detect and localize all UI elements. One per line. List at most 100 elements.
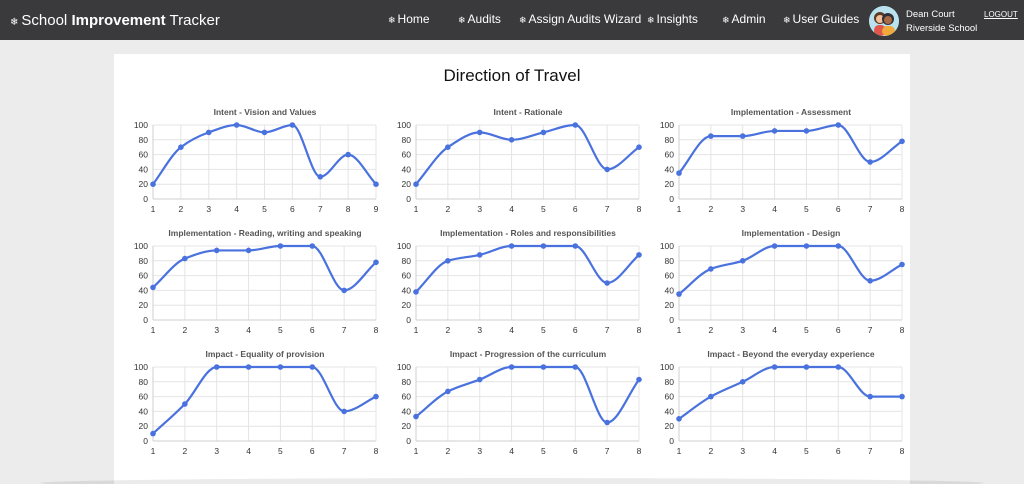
- x-tick-label: 6: [573, 204, 578, 214]
- chart-impact-beyond: Impact - Beyond the everyday experience 0…: [652, 346, 906, 467]
- app-brand[interactable]: ❄ School Improvement Tracker: [10, 12, 220, 29]
- data-point: [604, 166, 610, 173]
- x-tick-label: 3: [740, 446, 745, 456]
- avatar-people-icon: [869, 6, 899, 36]
- y-tick-label: 60: [139, 392, 149, 402]
- x-tick-label: 3: [477, 325, 482, 335]
- nav-admin[interactable]: ❄ Admin: [722, 12, 766, 26]
- data-point: [182, 255, 188, 262]
- data-point: [835, 364, 842, 370]
- y-tick-label: 60: [665, 150, 675, 160]
- data-point: [476, 376, 483, 383]
- data-point: [676, 291, 682, 297]
- data-point: [899, 393, 905, 400]
- y-tick-label: 20: [402, 421, 412, 431]
- series-line: [678, 244, 903, 295]
- x-tick-label: 1: [677, 204, 682, 214]
- x-tick-label: 1: [151, 204, 156, 214]
- y-tick-label: 20: [402, 300, 412, 310]
- data-point: [803, 128, 810, 134]
- data-point: [508, 243, 515, 249]
- data-point: [245, 247, 252, 254]
- x-tick-label: 3: [206, 204, 211, 214]
- data-point: [476, 252, 483, 258]
- x-tick-label: 1: [151, 446, 156, 456]
- data-point: [150, 181, 156, 187]
- y-tick-label: 20: [665, 421, 675, 431]
- snowflake-icon: ❄: [519, 15, 527, 25]
- x-tick-label: 2: [182, 325, 187, 335]
- y-tick-label: 100: [660, 241, 674, 251]
- x-tick-label: 1: [414, 204, 419, 214]
- snowflake-icon: ❄: [722, 15, 730, 25]
- x-tick-label: 5: [278, 325, 283, 335]
- avatar[interactable]: [869, 6, 899, 36]
- data-point: [572, 243, 579, 249]
- data-point: [341, 287, 347, 294]
- brand-suffix: Tracker: [169, 12, 220, 29]
- snowflake-icon: ❄: [458, 15, 466, 25]
- nav-home[interactable]: ❄ Home: [388, 12, 430, 26]
- chart-implementation-roles: Implementation - Roles and responsibilit…: [389, 225, 643, 346]
- x-tick-label: 1: [677, 446, 682, 456]
- data-point: [676, 416, 682, 422]
- y-tick-label: 0: [143, 436, 148, 446]
- chart-impact-equality: Impact - Equality of provision 0 20 40 60 80 1…: [126, 346, 380, 467]
- series-line: [415, 123, 640, 185]
- x-tick-label: 5: [262, 204, 267, 214]
- nav-audits[interactable]: ❄ Audits: [458, 12, 501, 26]
- x-tick-label: 8: [900, 446, 905, 456]
- data-point: [261, 129, 268, 136]
- data-point: [182, 401, 188, 407]
- y-tick-label: 0: [143, 315, 148, 325]
- data-point: [205, 129, 212, 136]
- x-tick-label: 5: [541, 325, 546, 335]
- chart-title: Intent - Rationale: [494, 107, 563, 117]
- data-point: [317, 174, 324, 180]
- y-tick-label: 80: [402, 135, 412, 145]
- data-point: [341, 408, 347, 415]
- x-tick-label: 5: [541, 204, 546, 214]
- y-tick-label: 40: [402, 285, 412, 295]
- y-tick-label: 100: [397, 362, 411, 372]
- nav-insights[interactable]: ❄ Insights: [647, 12, 698, 26]
- x-tick-label: 6: [836, 446, 841, 456]
- data-point: [572, 122, 579, 128]
- x-tick-label: 2: [445, 204, 450, 214]
- data-point: [233, 122, 240, 128]
- nav-user-guides[interactable]: ❄ User Guides: [783, 12, 859, 26]
- y-tick-label: 0: [406, 194, 411, 204]
- data-point: [636, 252, 642, 258]
- logout-link[interactable]: LOGOUT: [984, 10, 1018, 19]
- data-point: [899, 138, 905, 145]
- chart-impact-progression: Impact - Progression of the curriculum 0 2…: [389, 346, 643, 467]
- x-tick-label: 4: [246, 325, 251, 335]
- y-tick-label: 0: [406, 436, 411, 446]
- y-tick-label: 0: [406, 315, 411, 325]
- x-tick-label: 4: [509, 204, 514, 214]
- data-point: [708, 393, 714, 400]
- x-tick-label: 7: [342, 325, 347, 335]
- x-tick-label: 5: [804, 325, 809, 335]
- y-tick-label: 40: [665, 285, 675, 295]
- x-tick-label: 7: [868, 204, 873, 214]
- data-point: [213, 364, 220, 370]
- page-title: Direction of Travel: [443, 66, 581, 85]
- chart-title: Implementation - Design: [742, 228, 841, 238]
- y-tick-label: 100: [397, 241, 411, 251]
- x-tick-label: 9: [374, 204, 379, 214]
- data-point: [508, 364, 515, 370]
- x-tick-label: 4: [772, 446, 777, 456]
- x-tick-label: 8: [374, 325, 379, 335]
- data-point: [739, 258, 746, 264]
- data-point: [708, 266, 714, 272]
- x-tick-label: 6: [573, 446, 578, 456]
- x-tick-label: 2: [708, 446, 713, 456]
- data-point: [309, 243, 316, 249]
- y-tick-label: 20: [665, 179, 675, 189]
- x-tick-label: 8: [637, 204, 642, 214]
- data-point: [899, 261, 905, 268]
- data-point: [771, 364, 778, 370]
- nav-assign-audits-wizard[interactable]: ❄ Assign Audits Wizard: [519, 12, 641, 26]
- data-point: [150, 430, 156, 437]
